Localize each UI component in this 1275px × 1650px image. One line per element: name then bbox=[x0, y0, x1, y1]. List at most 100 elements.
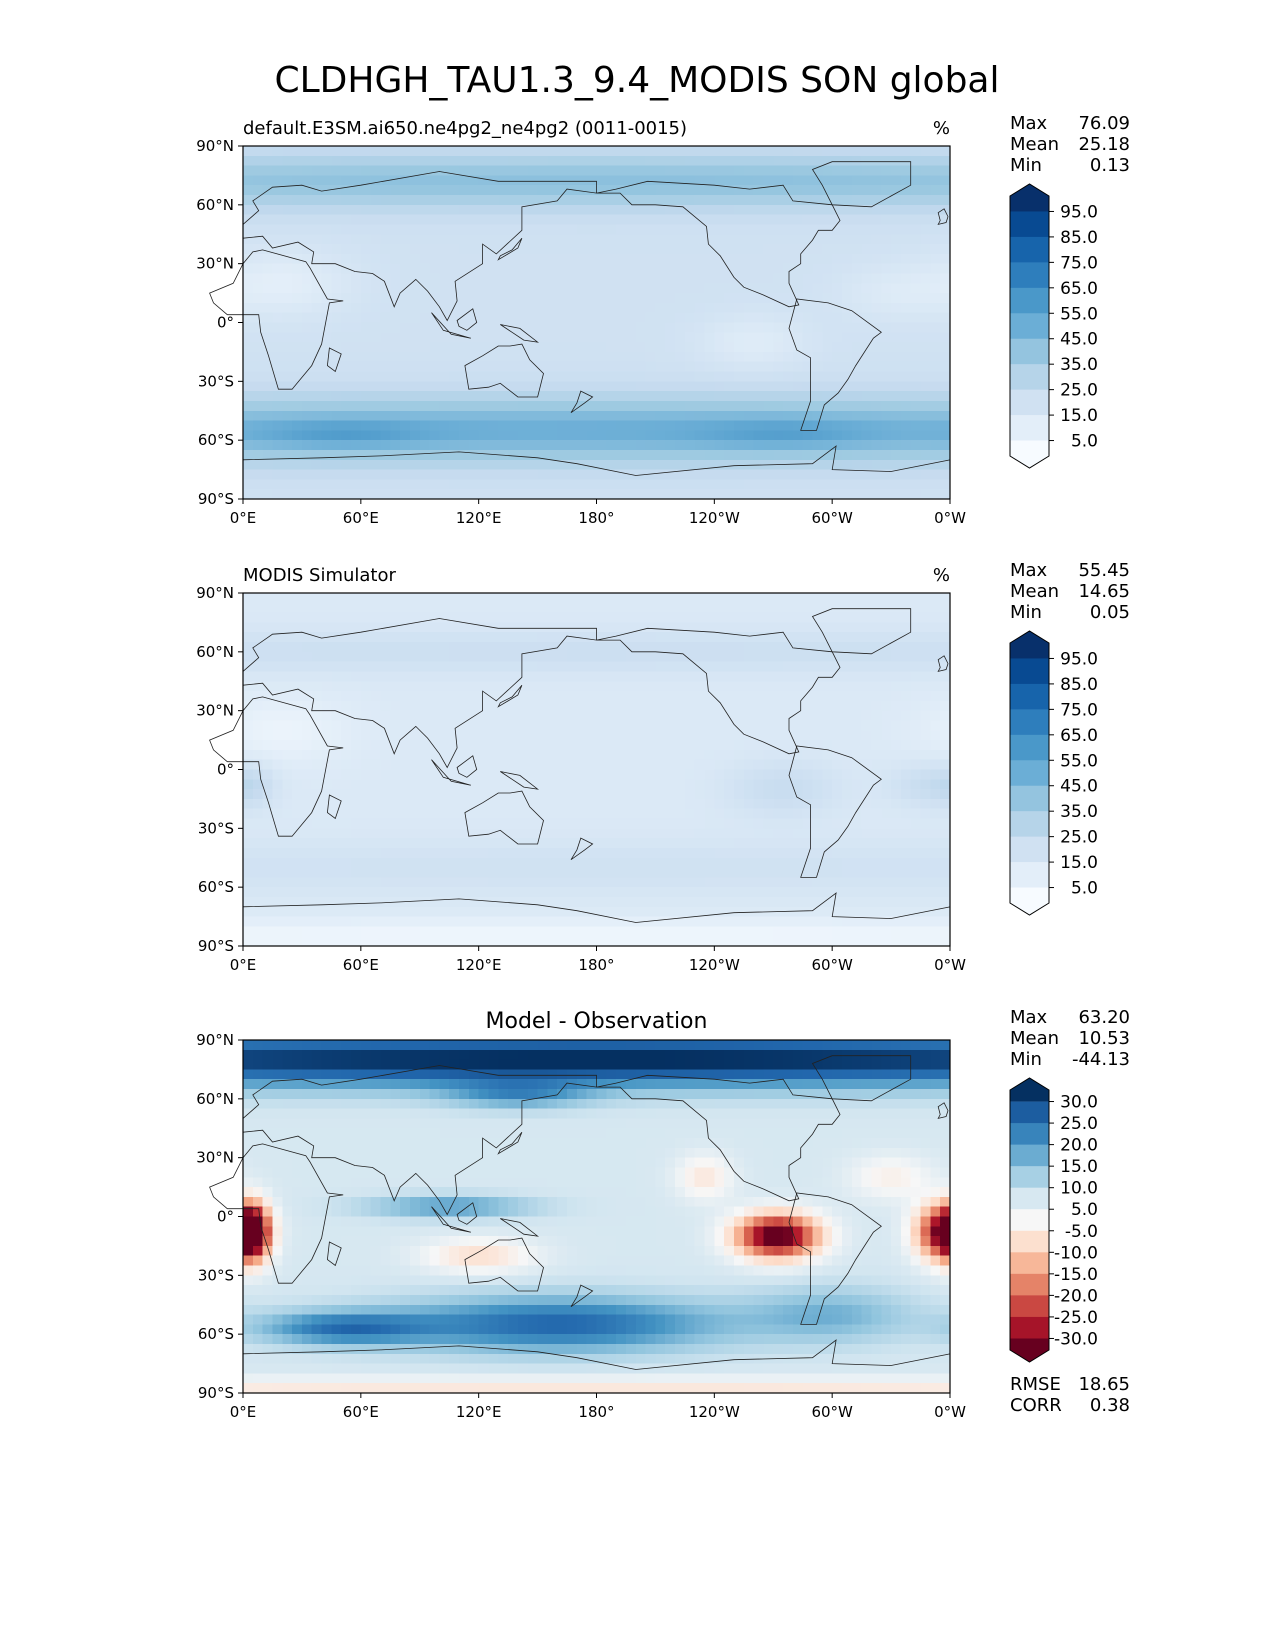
map-cell bbox=[567, 430, 578, 441]
map-cell bbox=[351, 214, 362, 226]
map-cell bbox=[360, 263, 372, 275]
map-cell bbox=[616, 887, 627, 898]
map-cell bbox=[567, 253, 578, 265]
map-cell bbox=[400, 175, 411, 186]
map-cell bbox=[567, 671, 578, 682]
map-cell bbox=[429, 322, 440, 333]
map-cell bbox=[773, 720, 784, 731]
map-cell bbox=[940, 322, 951, 333]
map-cell bbox=[252, 749, 264, 761]
map-cell bbox=[724, 896, 735, 908]
map-cell bbox=[508, 720, 519, 731]
map-cell bbox=[390, 828, 401, 839]
map-cell bbox=[645, 332, 657, 343]
map-cell bbox=[792, 195, 804, 206]
map-cell bbox=[714, 896, 725, 908]
map-cell bbox=[900, 632, 912, 643]
map-cell bbox=[459, 651, 470, 663]
map-cell bbox=[419, 828, 431, 839]
map-cell bbox=[724, 204, 735, 216]
map-cell bbox=[557, 351, 568, 363]
map-cell bbox=[419, 430, 431, 441]
map-cell bbox=[684, 253, 696, 265]
map-cell bbox=[409, 887, 421, 898]
map-cell bbox=[675, 312, 686, 324]
map-cell bbox=[517, 204, 529, 216]
map-cell bbox=[733, 720, 745, 731]
map-cell bbox=[832, 391, 843, 402]
map-cell bbox=[498, 779, 509, 790]
map-cell bbox=[282, 651, 293, 663]
map-cell bbox=[940, 720, 951, 731]
map-cell bbox=[783, 593, 794, 604]
map-cell bbox=[527, 602, 539, 614]
map-cell bbox=[714, 808, 725, 820]
map-cell bbox=[351, 244, 362, 255]
map-cell bbox=[596, 391, 607, 402]
map-cell bbox=[606, 681, 617, 692]
map-cell bbox=[606, 661, 617, 673]
map-cell bbox=[390, 867, 401, 878]
map-cell bbox=[341, 838, 352, 849]
map-cell bbox=[517, 302, 529, 314]
map-cell bbox=[704, 700, 715, 712]
map-cell bbox=[841, 253, 853, 265]
map-cell bbox=[841, 642, 853, 653]
map-cell bbox=[488, 847, 499, 859]
map-cell bbox=[517, 420, 529, 431]
map-cell bbox=[851, 847, 863, 859]
map-cell bbox=[439, 400, 450, 412]
map-cell bbox=[675, 479, 686, 490]
map-cell bbox=[753, 828, 765, 839]
map-cell bbox=[675, 720, 686, 731]
map-cell bbox=[733, 410, 745, 422]
map-cell bbox=[390, 420, 401, 431]
map-cell bbox=[360, 700, 372, 712]
map-cell bbox=[871, 410, 882, 422]
map-cell bbox=[851, 195, 863, 206]
map-cell bbox=[871, 857, 882, 869]
map-cell bbox=[832, 867, 843, 878]
map-cell bbox=[567, 489, 578, 500]
map-cell bbox=[616, 400, 627, 412]
map-cell bbox=[851, 371, 863, 382]
map-cell bbox=[920, 195, 931, 206]
map-cell bbox=[370, 371, 382, 382]
map-cell bbox=[311, 906, 323, 918]
map-cell bbox=[891, 185, 902, 196]
map-cell bbox=[920, 740, 931, 751]
map-cell bbox=[930, 165, 941, 177]
map-cell bbox=[429, 420, 440, 431]
map-cell bbox=[596, 155, 607, 167]
map-cell bbox=[743, 253, 755, 265]
map-cell bbox=[635, 798, 647, 810]
map-cell bbox=[655, 661, 666, 673]
map-cell bbox=[832, 681, 843, 692]
map-cell bbox=[459, 479, 470, 490]
map-cell bbox=[449, 671, 460, 682]
map-cell bbox=[459, 195, 470, 206]
map-cell bbox=[851, 312, 863, 324]
map-cell bbox=[517, 838, 529, 849]
map-cell bbox=[547, 204, 558, 216]
map-cell bbox=[625, 622, 637, 633]
colorbar-tick-label: 35.0 bbox=[1060, 355, 1098, 375]
map-cell bbox=[449, 828, 460, 839]
map-cell bbox=[360, 479, 372, 490]
map-cell bbox=[331, 420, 342, 431]
map-cell bbox=[743, 146, 755, 157]
map-cell bbox=[586, 887, 598, 898]
map-cell bbox=[498, 681, 509, 692]
map-cell bbox=[665, 838, 676, 849]
map-cell bbox=[576, 740, 588, 751]
map-cell bbox=[704, 195, 715, 206]
x-tick-label: 60°W bbox=[811, 509, 853, 527]
map-cell bbox=[292, 302, 303, 314]
map-cell bbox=[567, 632, 578, 643]
map-cell bbox=[488, 779, 499, 790]
map-cell bbox=[586, 632, 598, 643]
map-cell bbox=[596, 371, 607, 382]
map-cell bbox=[773, 332, 784, 343]
map-cell bbox=[753, 185, 765, 196]
map-cell bbox=[370, 740, 382, 751]
